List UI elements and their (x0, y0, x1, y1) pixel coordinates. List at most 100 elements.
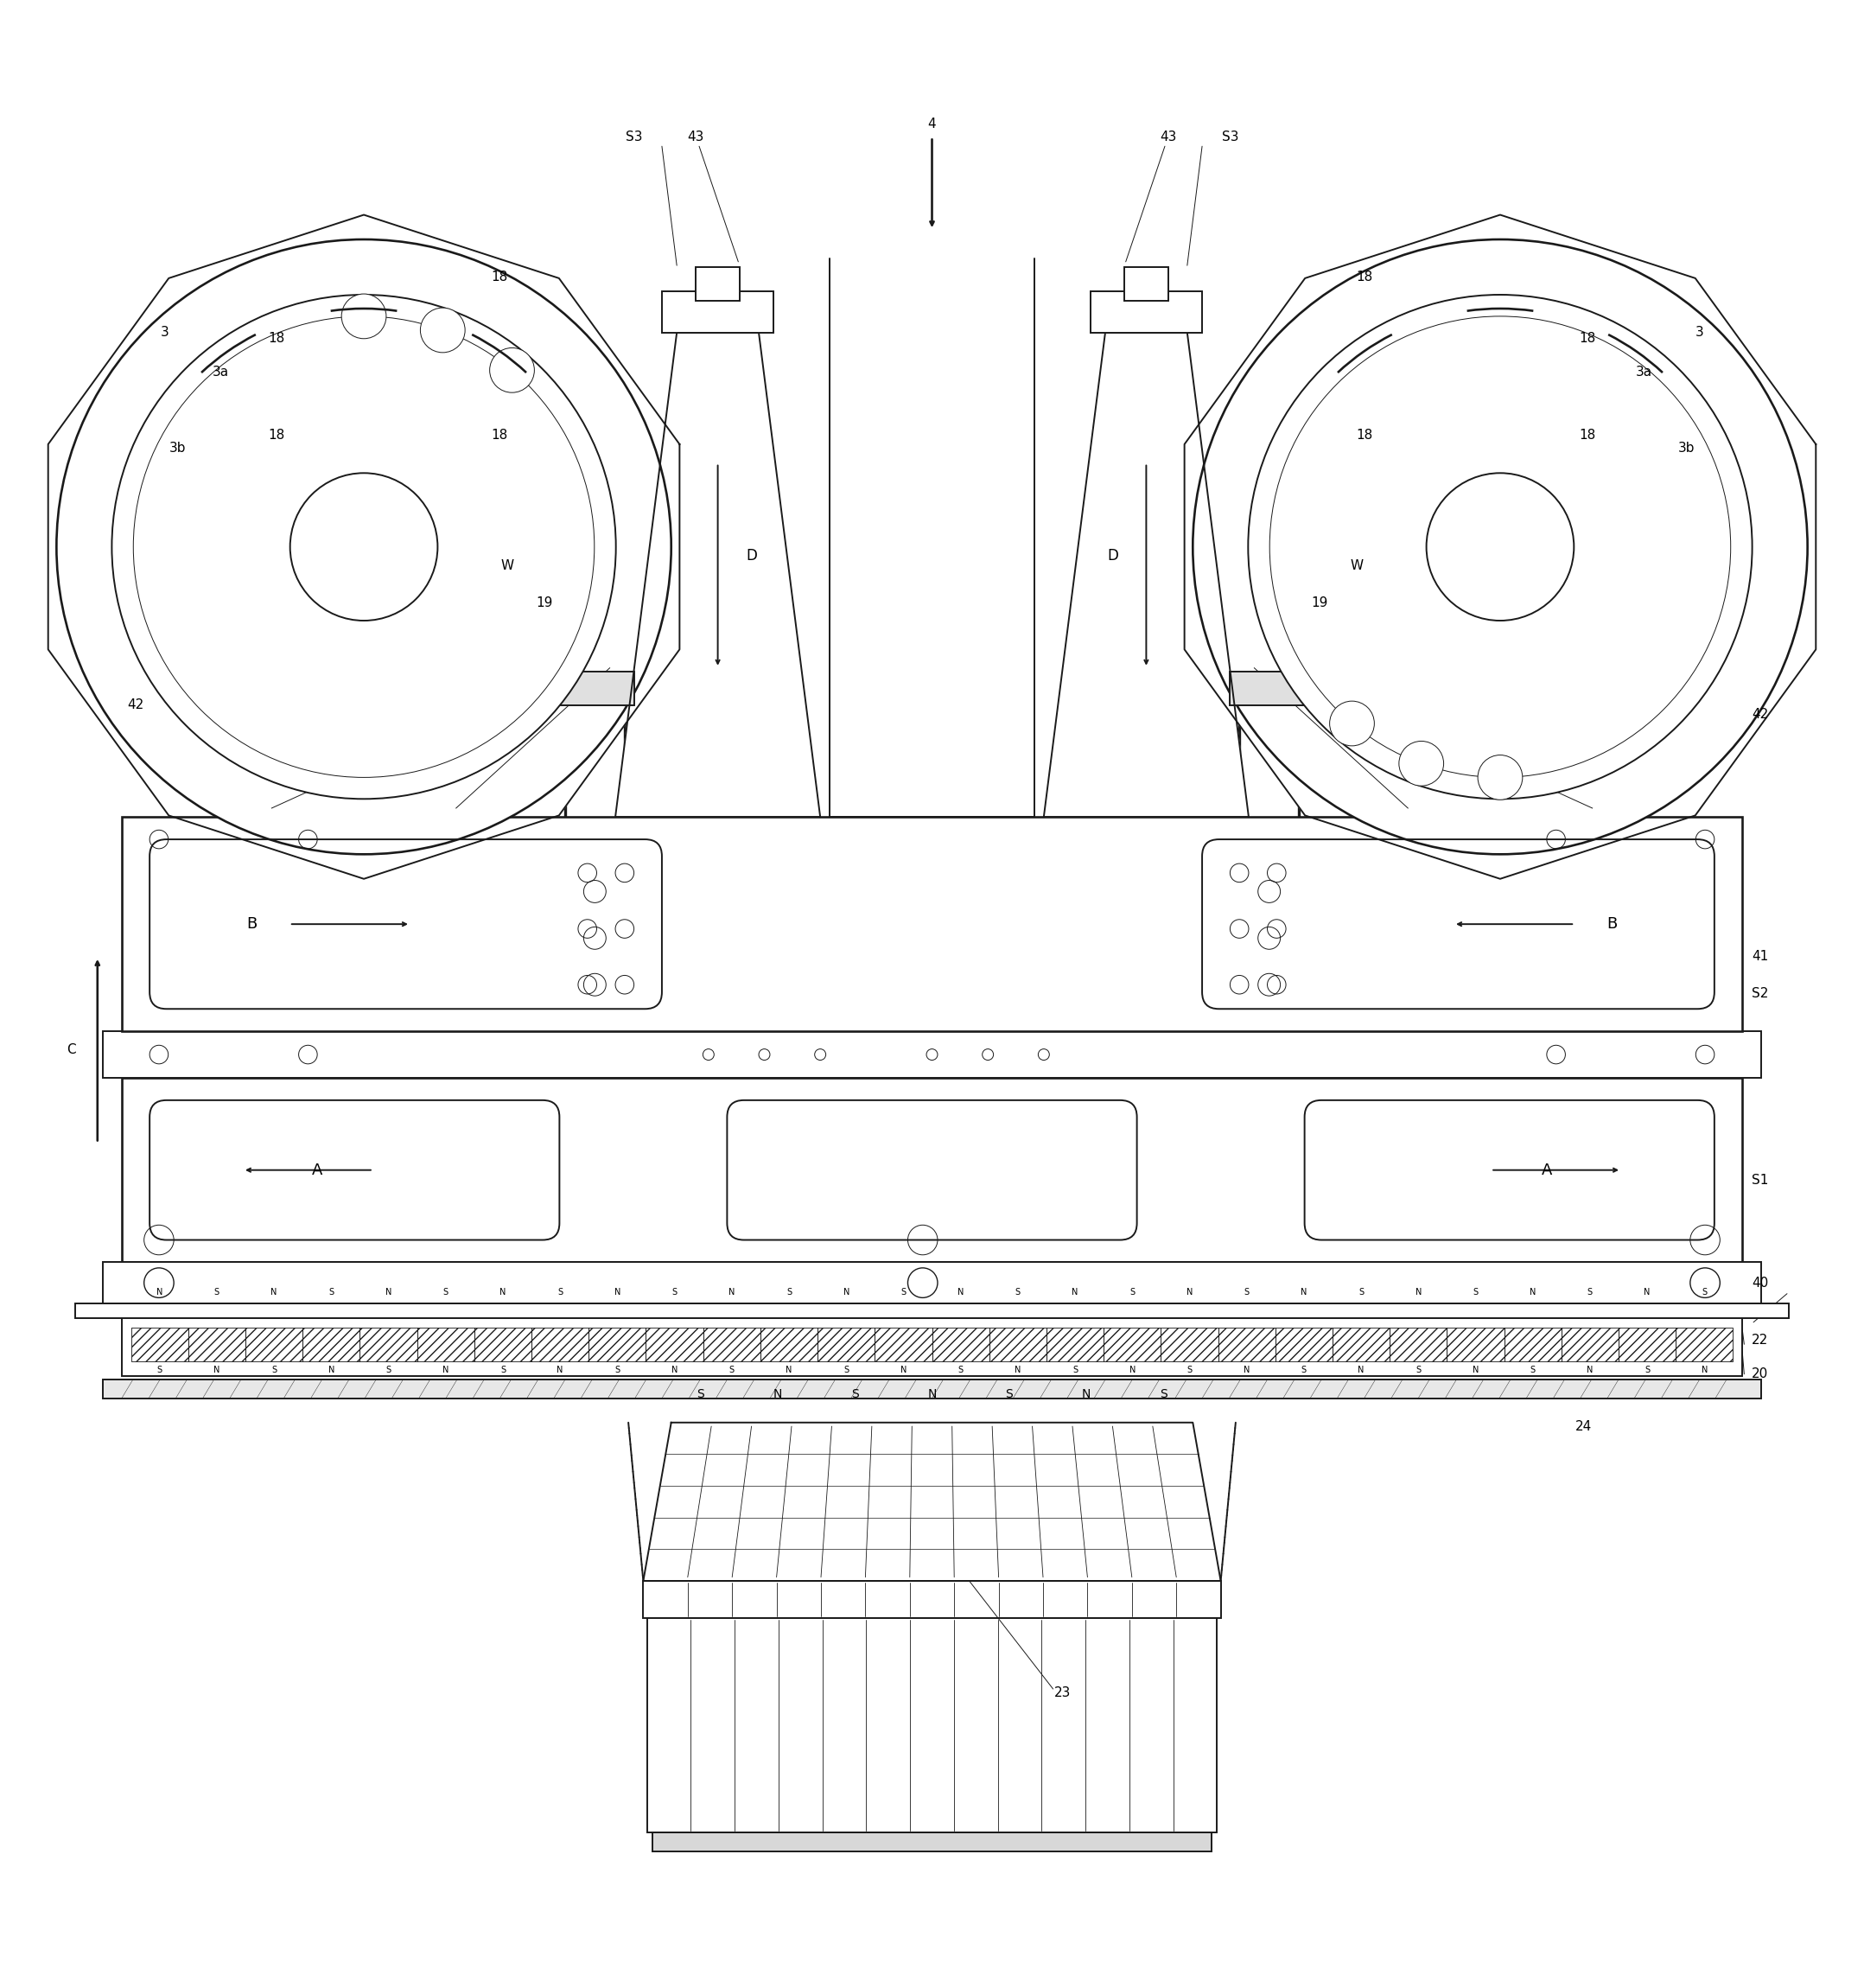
Text: 4: 4 (928, 117, 936, 131)
Text: 3: 3 (160, 326, 170, 340)
Bar (302, 1328, 360, 1362)
Text: 18: 18 (1579, 332, 1596, 344)
Bar (1046, 1328, 1103, 1362)
Text: S: S (1359, 1288, 1364, 1296)
Bar (818, 1328, 874, 1362)
Text: S: S (1005, 1388, 1012, 1402)
Bar (703, 1328, 761, 1362)
Circle shape (341, 294, 386, 338)
Text: S: S (900, 1288, 906, 1296)
Text: N: N (270, 1288, 278, 1296)
Bar (121, 817, 1743, 1032)
Text: S: S (386, 1366, 391, 1374)
Text: N: N (671, 1366, 678, 1374)
Text: N: N (500, 1288, 507, 1296)
Bar (531, 1328, 589, 1362)
Bar (652, 1833, 1212, 1851)
Circle shape (1691, 1268, 1720, 1298)
Bar (761, 1328, 818, 1362)
Text: 23: 23 (1053, 1686, 1070, 1700)
Bar (761, 1328, 818, 1362)
Circle shape (291, 473, 438, 620)
Text: N: N (1473, 1366, 1478, 1374)
Bar (188, 1328, 246, 1362)
Text: 18: 18 (492, 270, 509, 282)
Text: S: S (1702, 1288, 1707, 1296)
Text: N: N (787, 1366, 792, 1374)
Bar (1161, 1328, 1217, 1362)
Bar (1446, 1328, 1504, 1362)
Bar (418, 1328, 473, 1362)
Bar (1046, 1328, 1103, 1362)
Text: B: B (1607, 916, 1618, 932)
Bar (695, 266, 740, 300)
Text: N: N (774, 1388, 783, 1402)
Text: N: N (386, 1288, 391, 1296)
Bar (1676, 1328, 1734, 1362)
Text: S2: S2 (1752, 988, 1769, 1000)
Bar (1333, 1328, 1391, 1362)
Polygon shape (1044, 332, 1249, 817)
Text: N: N (928, 1388, 936, 1402)
Text: 3: 3 (1694, 326, 1704, 340)
Text: 18: 18 (268, 332, 285, 344)
Text: N: N (1530, 1288, 1536, 1296)
Bar (1504, 1328, 1562, 1362)
Text: 24: 24 (1575, 1419, 1592, 1433)
Text: S: S (328, 1288, 334, 1296)
Text: 19: 19 (1310, 596, 1327, 608)
Text: 22: 22 (1752, 1334, 1769, 1348)
Bar (1676, 1328, 1734, 1362)
Bar (103, 1380, 1761, 1398)
Circle shape (112, 294, 615, 799)
Text: N: N (958, 1288, 964, 1296)
Text: N: N (1130, 1366, 1135, 1374)
Text: N: N (843, 1288, 850, 1296)
Text: S: S (157, 1366, 162, 1374)
Bar (589, 1328, 647, 1362)
Text: S: S (557, 1288, 563, 1296)
Bar (647, 1618, 1217, 1833)
Bar (1217, 1328, 1275, 1362)
Text: S: S (958, 1366, 964, 1374)
Bar (1103, 1328, 1161, 1362)
Text: A: A (1542, 1163, 1553, 1177)
Text: W: W (1350, 559, 1363, 573)
Bar (302, 1328, 360, 1362)
Bar (555, 672, 634, 706)
Circle shape (490, 348, 535, 392)
Text: N: N (900, 1366, 906, 1374)
Text: 41: 41 (1752, 950, 1769, 964)
Bar (75, 1304, 1789, 1318)
Circle shape (56, 239, 671, 855)
Text: S: S (1644, 1366, 1650, 1374)
Text: S: S (500, 1366, 505, 1374)
Text: N: N (328, 1366, 334, 1374)
Text: B: B (246, 916, 257, 932)
Text: N: N (442, 1366, 449, 1374)
Bar (1391, 1328, 1446, 1362)
Text: S: S (1530, 1366, 1536, 1374)
Text: N: N (729, 1288, 734, 1296)
Text: N: N (1081, 1388, 1090, 1402)
Text: S: S (1588, 1288, 1592, 1296)
Bar (589, 1328, 647, 1362)
Bar (1618, 1328, 1676, 1362)
Text: S: S (615, 1366, 621, 1374)
Bar (473, 1328, 531, 1362)
Bar (647, 1328, 703, 1362)
Bar (647, 1328, 703, 1362)
Text: S: S (852, 1388, 859, 1402)
Text: 3b: 3b (170, 441, 186, 455)
Polygon shape (643, 1423, 1221, 1580)
Bar (121, 1077, 1743, 1262)
Text: 42: 42 (127, 698, 144, 712)
Bar (990, 1328, 1046, 1362)
Bar (130, 1328, 188, 1362)
Bar (1090, 292, 1202, 332)
Text: S: S (444, 1288, 449, 1296)
Circle shape (1426, 473, 1573, 620)
Text: S: S (214, 1288, 220, 1296)
Bar (1275, 1328, 1333, 1362)
Text: S: S (671, 1288, 677, 1296)
